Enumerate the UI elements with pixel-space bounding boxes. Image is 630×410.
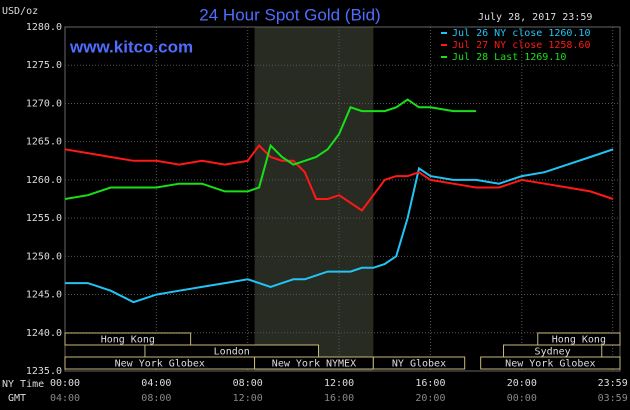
unit: USD/oz (2, 6, 38, 17)
gmt-tick-label: 20:00 (415, 393, 445, 404)
session-bar (372, 356, 466, 370)
y-tick-label: 1275.0 (26, 60, 62, 71)
y-tick-label: 1245.0 (26, 290, 62, 301)
gmt-tick-label: 04:00 (50, 393, 80, 404)
series-line (64, 98, 477, 200)
session-label: New York NYMEX (272, 359, 356, 370)
session-bar (480, 356, 621, 370)
y-tick-label: 1265.0 (26, 137, 62, 148)
gmt-tick-label: 12:00 (233, 393, 263, 404)
session-label: Sydney (535, 347, 571, 358)
x-axis-label: NY Time (2, 379, 44, 390)
session-label: New York Globex (115, 359, 205, 370)
x-tick-label: 04:00 (141, 378, 171, 389)
session-label: London (214, 347, 250, 358)
legend-label: Jul 28 Last 1269.10 (452, 52, 566, 63)
y-tick-label: 1260.0 (26, 175, 62, 186)
chart-title: 24 Hour Spot Gold (Bid) (199, 5, 380, 24)
x-tick-label: 16:00 (415, 378, 445, 389)
session-label: Hong Kong (552, 335, 606, 346)
series-line (65, 148, 614, 304)
y-tick-label: 1240.0 (26, 328, 62, 339)
date: July 28, 2017 23:59 (478, 12, 592, 23)
session-bar (64, 332, 192, 346)
y-tick-label: 1270.0 (26, 98, 62, 109)
gmt-tick-label: 08:00 (141, 393, 171, 404)
highlight-band (254, 27, 374, 371)
gmt-tick-label: 16:00 (324, 393, 354, 404)
x-axis-label: GMT (8, 393, 26, 404)
legend-label: Jul 26 NY close 1260.10 (452, 28, 590, 39)
session-label: Hong Kong (101, 335, 155, 346)
y-tick-label: 1280.0 (26, 22, 62, 33)
gmt-tick-label: 03:59 (598, 393, 628, 404)
y-tick-label: 1255.0 (26, 213, 62, 224)
session-label: NY Globex (392, 359, 446, 370)
y-tick-label: 1250.0 (26, 251, 62, 262)
x-tick-label: 20:00 (507, 378, 537, 389)
x-tick-label: 00:00 (50, 378, 80, 389)
site: www.kitco.com (69, 37, 193, 56)
y-tick-label: 1235.0 (26, 366, 62, 377)
x-tick-label: 08:00 (233, 378, 263, 389)
gmt-tick-label: 00:00 (507, 393, 537, 404)
legend-label: Jul 27 NY close 1258.60 (452, 40, 590, 51)
series-line (64, 143, 614, 212)
x-tick-label: 12:00 (324, 378, 354, 389)
session-label: New York Globex (505, 359, 595, 370)
x-tick-label: 23:59 (598, 378, 628, 389)
